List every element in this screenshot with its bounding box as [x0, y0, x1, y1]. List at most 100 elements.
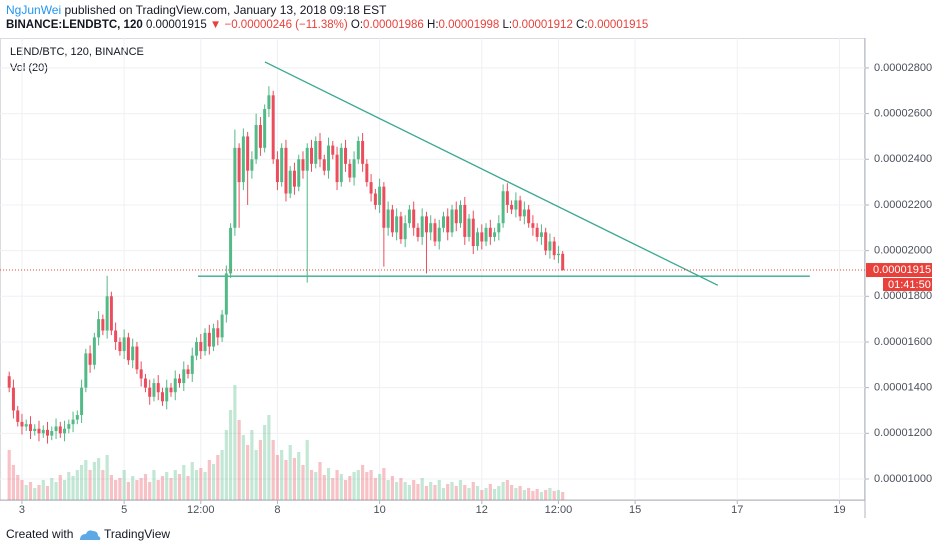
volume-bar	[109, 475, 113, 500]
volume-bar	[416, 484, 420, 500]
candle-body	[505, 191, 509, 205]
volume-bar	[135, 480, 139, 500]
candle-body	[327, 145, 331, 171]
volume-bar	[484, 488, 488, 500]
volume-bar	[263, 425, 267, 500]
candle-body	[92, 337, 96, 365]
candle-body	[305, 147, 309, 171]
candle-body	[395, 216, 399, 233]
volume-bar	[531, 491, 535, 500]
volume-bar	[246, 445, 250, 500]
volume-bar	[292, 458, 297, 500]
volume-bar	[216, 455, 220, 500]
author[interactable]: NgJunWei	[6, 3, 62, 17]
candle-body	[471, 218, 475, 247]
volume-bar	[11, 465, 16, 500]
candle-body	[16, 410, 20, 422]
symbol: BINANCE:LENDBTC, 120	[6, 19, 143, 31]
candle-body	[84, 353, 88, 388]
candle-body	[552, 241, 556, 256]
y-tick-label: 0.00001400	[874, 382, 932, 394]
volume-bar	[429, 482, 433, 500]
volume-bar	[539, 492, 544, 500]
volume-bar	[199, 468, 203, 500]
candle-body	[29, 424, 33, 432]
candle-body	[373, 193, 377, 205]
volume-bar	[552, 491, 556, 500]
volume-bar	[50, 478, 54, 500]
candle-body	[275, 159, 279, 183]
volume-bar	[497, 486, 501, 500]
volume-bar	[233, 385, 237, 500]
volume-bar	[522, 490, 526, 500]
candle-body	[463, 204, 467, 237]
candle-body	[514, 200, 518, 210]
volume-bar	[169, 478, 173, 500]
ohlc-label: C:	[576, 19, 588, 31]
candle-body	[544, 232, 548, 251]
candle-body	[199, 341, 203, 352]
x-tick-label: 8	[274, 504, 280, 516]
volume-bar	[45, 486, 50, 500]
candle-body	[297, 159, 301, 187]
chart-title: LEND/BTC, 120, BINANCE	[10, 46, 144, 58]
pane-border	[0, 38, 865, 501]
candle-body	[216, 328, 220, 338]
candle-body	[271, 95, 275, 160]
volume-bar	[186, 476, 190, 500]
volume-bar	[369, 470, 373, 500]
candle-body	[267, 95, 271, 110]
candle-body	[476, 232, 480, 247]
volume-bar	[173, 470, 177, 500]
volume-bar	[458, 480, 463, 500]
volume-bar	[335, 470, 339, 500]
candle-body	[446, 216, 450, 233]
candle-body	[403, 223, 407, 240]
volume-bar	[271, 440, 275, 500]
volume-bar	[75, 470, 79, 500]
candle-body	[212, 328, 216, 347]
volume-bar	[258, 440, 263, 500]
candle-body	[518, 200, 522, 217]
candle-body	[441, 216, 445, 228]
brand[interactable]: TradingView	[104, 527, 171, 541]
volume-bar	[97, 458, 101, 500]
candle-body	[318, 140, 322, 160]
volume-bar	[118, 478, 122, 500]
x-tick-label: 12:00	[545, 504, 573, 516]
volume-bar	[424, 486, 429, 500]
ohlc-label: H:	[427, 19, 439, 31]
volume-bar	[343, 480, 348, 500]
candle-body	[109, 296, 113, 331]
volume-bar	[37, 485, 41, 500]
candle-body	[416, 227, 420, 237]
candle-body	[165, 387, 169, 402]
created-with: Created with	[6, 527, 74, 541]
volume-bar	[454, 486, 458, 500]
y-tick-label: 0.00002200	[874, 199, 932, 211]
volume-bar	[305, 440, 309, 500]
volume-bar	[165, 472, 169, 500]
volume-bar	[228, 410, 233, 500]
volume-bar	[356, 470, 360, 500]
volume-bar	[309, 470, 314, 500]
volume-bar	[403, 482, 407, 500]
candle-body	[263, 109, 267, 148]
ohlc-value: 0.00001915	[587, 19, 649, 31]
candle-body	[361, 140, 365, 164]
candle-body	[429, 223, 433, 233]
candle-body	[80, 387, 84, 416]
candle-body	[356, 140, 360, 160]
candle-body	[310, 147, 314, 164]
volume-bar	[58, 475, 62, 500]
candle-body	[105, 296, 109, 331]
volume-bar	[190, 462, 194, 500]
volume-bar	[101, 470, 105, 500]
volume-bar	[126, 482, 130, 500]
candle-body	[556, 253, 560, 256]
volume-bar	[267, 415, 271, 500]
ohlc-value: 0.00001986	[363, 19, 424, 31]
volume-bar	[284, 460, 288, 500]
change: ▼ −0.00000246 (−11.38%)	[209, 19, 348, 31]
candle-body	[539, 232, 543, 237]
